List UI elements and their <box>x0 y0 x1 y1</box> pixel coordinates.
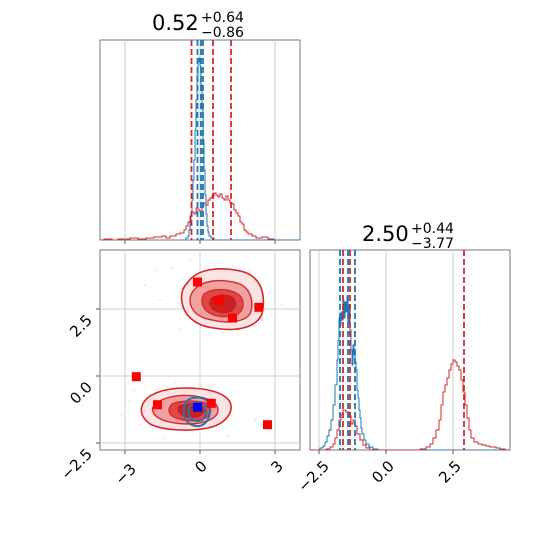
joint-ytick-label: −2.5 <box>57 445 95 483</box>
red-marker <box>228 313 237 323</box>
red-marker <box>206 398 216 408</box>
joint-xtick-label: 0 <box>191 457 210 476</box>
red-marker <box>214 296 224 306</box>
red-marker <box>193 277 202 287</box>
top-panel-title-minus: −0.86 <box>201 25 244 41</box>
red-histogram-series <box>310 359 510 450</box>
right-xtick-label: 2.5 <box>435 457 465 487</box>
blue-marker <box>193 402 202 412</box>
right-marginal-panel: −2.5 0.0 2.5 2.50 +0.44 −3.77 <box>294 221 511 496</box>
red-histogram-series <box>100 192 300 240</box>
joint-markers <box>131 277 272 430</box>
top-panel-title: 0.52 <box>152 11 199 35</box>
joint-xtick-label: −3 <box>111 460 139 488</box>
top-panel-title-plus: +0.64 <box>201 10 244 26</box>
joint-xtick-label: 3 <box>267 457 286 476</box>
joint-panel: −3 0 3 2.5 0.0 −2.5 <box>57 249 301 488</box>
right-panel-title-minus: −3.77 <box>411 236 454 252</box>
faint-sample-points <box>121 259 291 439</box>
right-panel-title: 2.50 <box>362 222 409 246</box>
red-marker <box>131 372 141 382</box>
right-xtick-label: −2.5 <box>294 457 332 495</box>
right-xtick-label: 0.0 <box>368 457 398 487</box>
red-marker <box>153 400 162 410</box>
joint-ytick-label: 0.0 <box>66 378 96 408</box>
red-marker <box>263 420 272 430</box>
top-marginal-panel: 0.52 +0.64 −0.86 <box>99 10 301 244</box>
red-marker <box>254 302 264 312</box>
blue-histogram-series <box>182 57 300 240</box>
right-panel-title-plus: +0.44 <box>411 221 454 237</box>
blue-contour-outer <box>182 396 212 428</box>
joint-ytick-label: 2.5 <box>66 311 96 341</box>
